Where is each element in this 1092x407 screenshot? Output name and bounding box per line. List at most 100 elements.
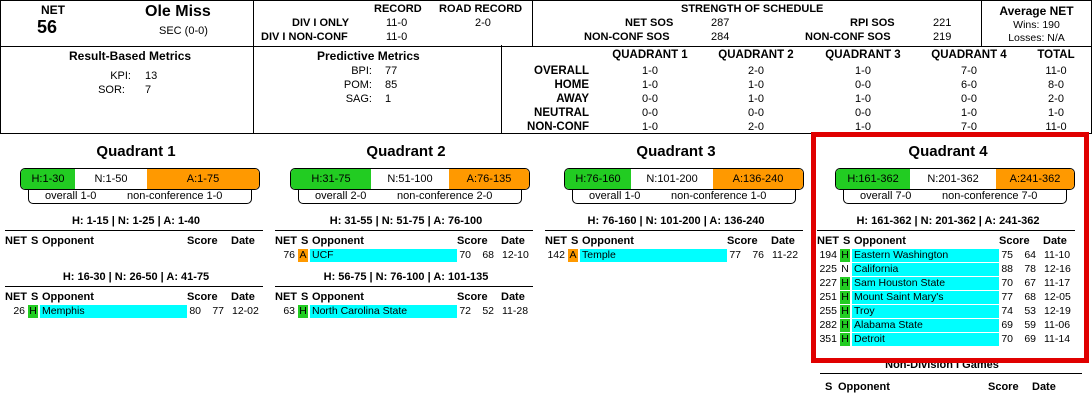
- pom-value: 85: [385, 79, 398, 91]
- score-column-header: Score: [999, 235, 1030, 247]
- score-column-header: Score: [457, 291, 488, 303]
- team-score: 70: [459, 249, 471, 261]
- game-row[interactable]: 63 H North Carolina State 72 52 11-28: [275, 305, 533, 318]
- opponent-name[interactable]: Troy: [852, 305, 999, 318]
- game-row[interactable]: 26 H Memphis 80 77 12-02: [5, 305, 263, 318]
- opponent-name[interactable]: Eastern Washington: [852, 249, 999, 262]
- neutral-range: N:101-200: [646, 173, 698, 185]
- record-label: RECORD: [374, 3, 422, 15]
- quad-table-cell: 2-0: [748, 121, 764, 133]
- opponent-score: 64: [1024, 249, 1036, 261]
- quad-table-cell: 0-0: [855, 79, 871, 91]
- away-range: A:1-75: [147, 169, 259, 189]
- result-metrics-title: Result-Based Metrics: [69, 49, 192, 63]
- opponent-score: 77: [212, 305, 224, 317]
- game-date: 12-16: [1044, 263, 1071, 275]
- site-column-header: S: [31, 291, 39, 303]
- bpi-value: 77: [385, 65, 398, 77]
- away-range: A:76-135: [449, 169, 529, 189]
- net-sos-value: 287: [711, 17, 730, 29]
- team-score: 75: [1001, 249, 1013, 261]
- quadrant-range-pill: H:1-30 N:1-50 A:1-75: [20, 168, 260, 190]
- quad-table-row-label: OVERALL: [534, 65, 589, 77]
- rpi-sos-value: 221: [933, 17, 952, 29]
- game-site: A: [298, 249, 308, 262]
- opponent-name[interactable]: Memphis: [40, 305, 187, 318]
- date-column-header: Date: [231, 235, 255, 247]
- quadrant-range-pill: H:76-160 N:101-200 A:136-240: [564, 168, 804, 190]
- quad-table-cell: 2-0: [748, 65, 764, 77]
- non-div-divider: [820, 373, 1082, 374]
- team-score: 70: [1001, 277, 1013, 289]
- quad-table-cell: 0-0: [855, 107, 871, 119]
- net-column-header: NET: [5, 235, 27, 247]
- net-value: 56: [37, 17, 58, 37]
- date-column-header: Date: [231, 291, 255, 303]
- tier-divider: [275, 286, 533, 287]
- opponent-name[interactable]: Sam Houston State: [852, 277, 999, 290]
- opponent-score: 76: [752, 249, 764, 261]
- date-column-header: Date: [1043, 235, 1067, 247]
- game-row[interactable]: 76 A UCF 70 68 12-10: [275, 249, 533, 262]
- game-site: H: [840, 319, 850, 332]
- opponent-name[interactable]: Detroit: [852, 333, 999, 346]
- metrics-section: Result-Based Metrics KPI: 13 SOR: 7 Pred…: [0, 45, 1092, 134]
- quadrant-nonconf-record: non-conference 2-0: [397, 190, 493, 202]
- game-row[interactable]: 255 H Troy 74 53 12-19: [817, 305, 1075, 318]
- opponent-score: 78: [1024, 263, 1036, 275]
- highlight-box: [811, 132, 1089, 363]
- quad-table-cell: 1-0: [961, 107, 977, 119]
- quad-table-cell: 1-0: [642, 65, 658, 77]
- nonconf-sos-value: 284: [711, 31, 730, 43]
- game-row[interactable]: 194 H Eastern Washington 75 64 11-10: [817, 249, 1075, 262]
- game-row[interactable]: 142 A Temple 77 76 11-22: [545, 249, 803, 262]
- quad-table-header: QUADRANT 4: [931, 49, 1007, 61]
- game-row[interactable]: 282 H Alabama State 69 59 11-06: [817, 319, 1075, 332]
- team-score: 88: [1001, 263, 1013, 275]
- site-column-header: S: [301, 291, 309, 303]
- nonconf-rpi-sos-value: 219: [933, 31, 952, 43]
- quadrant-summary: overall 2-0 non-conference 2-0: [298, 189, 522, 204]
- quad-table-cell: 1-0: [855, 65, 871, 77]
- opponent-name[interactable]: UCF: [310, 249, 457, 262]
- tier-divider: [545, 230, 803, 231]
- opponent-column-header: Opponent: [312, 235, 364, 247]
- game-row[interactable]: 225 N California 88 78 12-16: [817, 263, 1075, 276]
- score-column-header: Score: [187, 291, 218, 303]
- average-net-losses: Losses: N/A: [1008, 32, 1065, 44]
- quad-table-cell: 0-0: [961, 93, 977, 105]
- game-row[interactable]: 227 H Sam Houston State 70 67 11-17: [817, 277, 1075, 290]
- game-row[interactable]: 351 H Detroit 70 69 11-14: [817, 333, 1075, 346]
- opponent-name[interactable]: Mount Saint Mary's: [852, 291, 999, 304]
- opponent-score: 68: [482, 249, 494, 261]
- opponent-name[interactable]: Temple: [580, 249, 727, 262]
- opponent-column-header: Opponent: [854, 235, 906, 247]
- road-record-label: ROAD RECORD: [439, 3, 523, 15]
- opponent-name[interactable]: Alabama State: [852, 319, 999, 332]
- rpi-sos-label: RPI SOS: [850, 17, 895, 29]
- quad-table-cell: 8-0: [1048, 79, 1064, 91]
- quad-table-cell: 1-0: [642, 121, 658, 133]
- game-row[interactable]: 251 H Mount Saint Mary's 77 68 12-05: [817, 291, 1075, 304]
- opponent-name[interactable]: North Carolina State: [310, 305, 457, 318]
- quad-table-row-label: NEUTRAL: [534, 107, 589, 119]
- team-score: 77: [729, 249, 741, 261]
- non-div-opponent-header: Opponent: [838, 381, 890, 393]
- predictive-metrics-title: Predictive Metrics: [317, 49, 420, 63]
- quadrant-nonconf-record: non-conference 7-0: [942, 190, 1038, 202]
- date-column-header: Date: [771, 235, 795, 247]
- quadrant-summary: overall 7-0 non-conference 7-0: [843, 189, 1067, 204]
- net-sos-label: NET SOS: [625, 17, 674, 29]
- opponent-name[interactable]: California: [852, 263, 999, 276]
- team-score: 80: [189, 305, 201, 317]
- div1-only-value: 11-0: [386, 17, 408, 29]
- home-range: H:31-75: [291, 169, 371, 189]
- quadrant-title: Quadrant 2: [366, 143, 446, 160]
- kpi-value: 13: [145, 70, 158, 82]
- net-column-header: NET: [817, 235, 839, 247]
- quad-table-header: TOTAL: [1037, 49, 1075, 61]
- div1-nonconf-value: 11-0: [386, 31, 408, 43]
- team-header: NET 56 Ole Miss SEC (0-0) RECORD ROAD RE…: [0, 0, 1092, 47]
- score-column-header: Score: [187, 235, 218, 247]
- div1-only-label: DIV I ONLY: [292, 17, 350, 29]
